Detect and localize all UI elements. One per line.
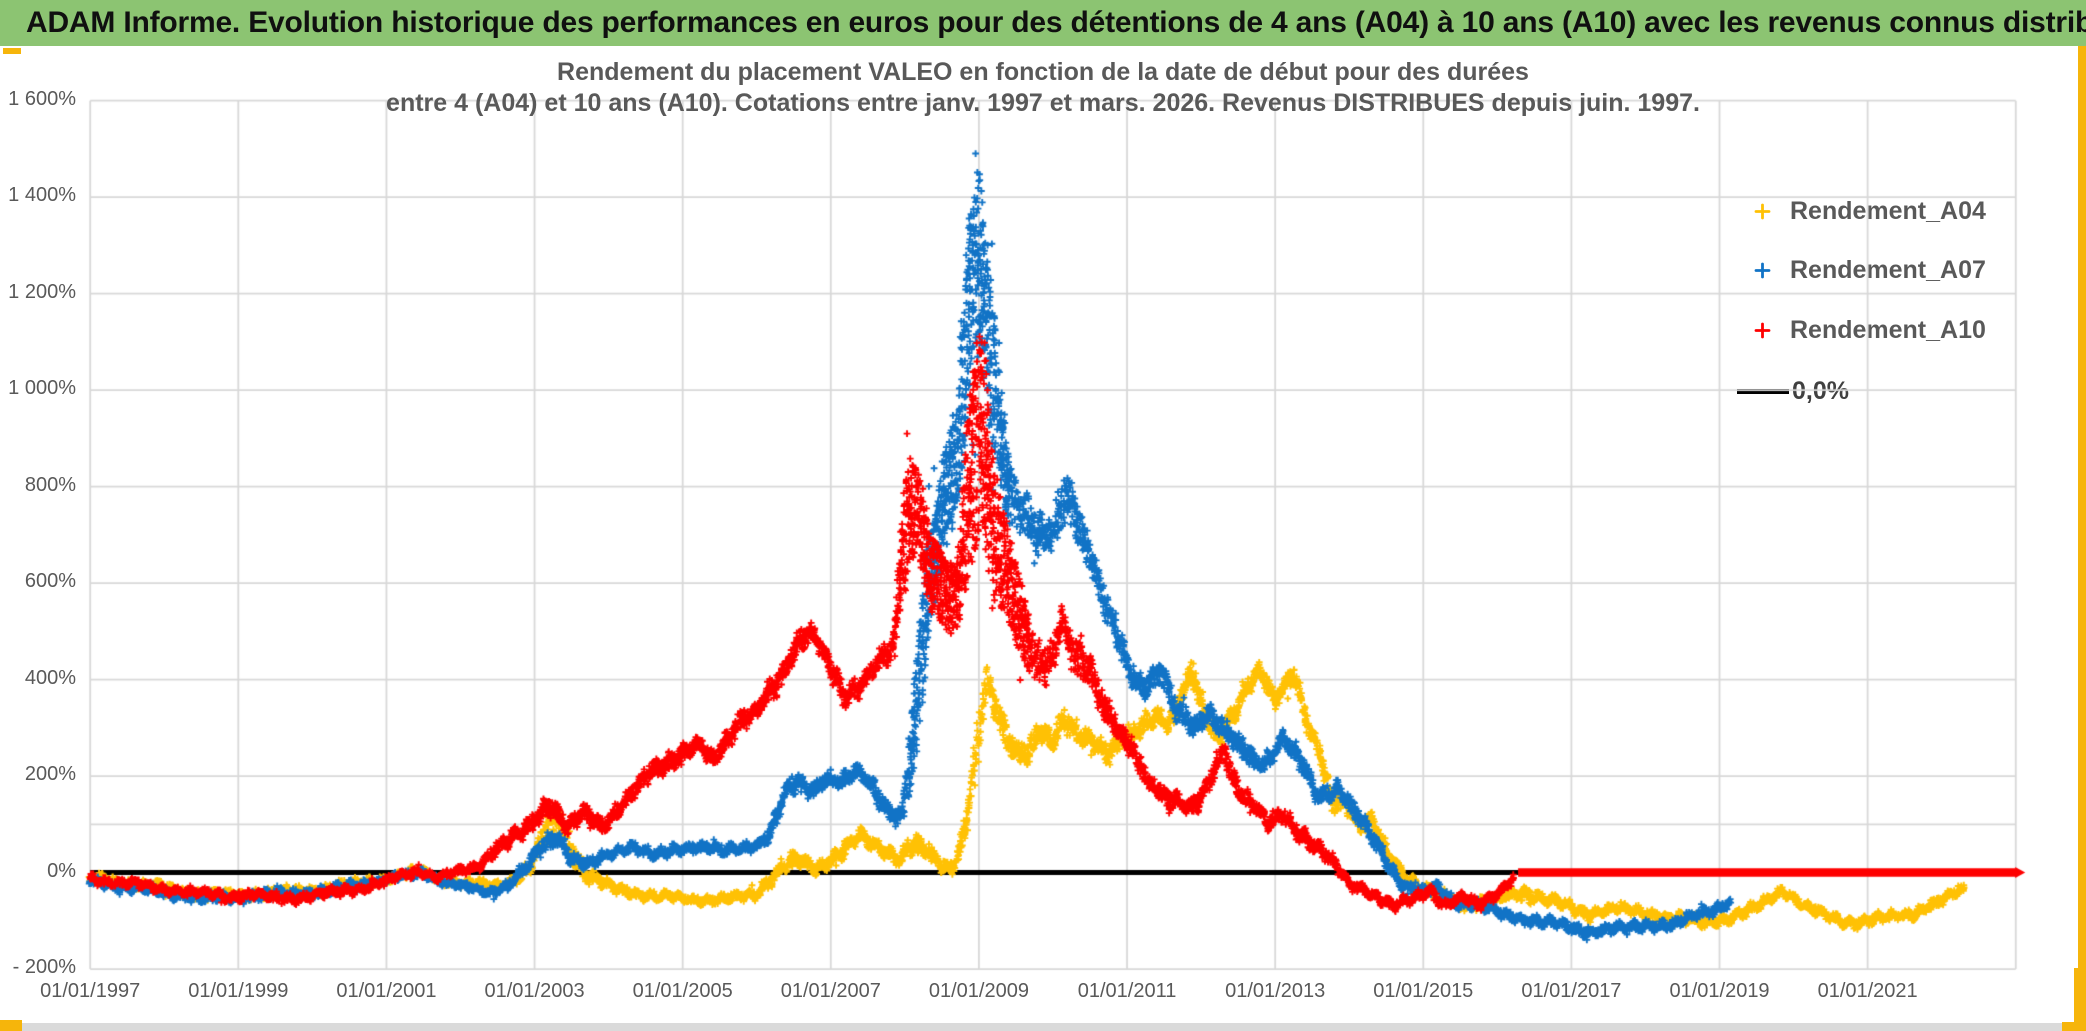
x-axis-label: 01/01/2001 xyxy=(336,980,437,1002)
x-axis-label: 01/01/2017 xyxy=(1521,980,1622,1002)
x-axis-label: 01/01/2007 xyxy=(780,980,881,1002)
y-axis-label: 1 200% xyxy=(8,280,76,303)
x-axis-label: 01/01/2005 xyxy=(632,980,733,1002)
x-axis-label: 01/01/2013 xyxy=(1225,980,1326,1002)
x-axis-label: 01/01/2003 xyxy=(484,980,585,1002)
y-axis-label: 200% xyxy=(24,763,76,786)
x-axis-label: 01/01/2011 xyxy=(1077,980,1177,1002)
chart-title-line-1: Rendement du placement VALEO en fonction… xyxy=(557,58,1529,86)
x-axis-label: 01/01/2015 xyxy=(1373,980,1474,1002)
x-axis-label: 01/01/1997 xyxy=(40,980,141,1002)
chart-title-line-2: entre 4 (A04) et 10 ans (A10). Cotations… xyxy=(386,89,1700,117)
y-axis-label: 400% xyxy=(24,666,76,689)
y-axis-label: 1 000% xyxy=(8,377,76,400)
x-axis-label: 01/01/2009 xyxy=(928,980,1029,1002)
y-axis-label: 600% xyxy=(24,570,76,593)
y-axis-label: 1 600% xyxy=(8,87,76,110)
y-axis-label: 1 400% xyxy=(8,184,76,207)
y-axis-label: - 200% xyxy=(12,956,76,979)
y-axis-label: 800% xyxy=(24,473,76,496)
y-axis-label: 0% xyxy=(47,859,76,882)
x-axis-label: 01/01/2021 xyxy=(1817,980,1918,1002)
x-axis-label: 01/01/2019 xyxy=(1669,980,1770,1002)
x-axis-label: 01/01/1999 xyxy=(188,980,289,1002)
